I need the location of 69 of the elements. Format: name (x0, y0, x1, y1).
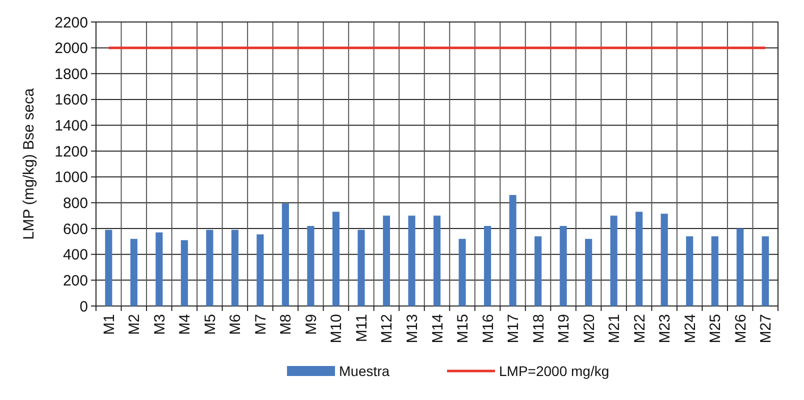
y-tick-label: 1000 (54, 169, 88, 186)
legend-label: LMP=2000 mg/kg (499, 362, 610, 379)
x-tick-label: M14 (429, 314, 446, 344)
x-tick-label: M16 (480, 314, 497, 344)
x-tick-label: M18 (530, 314, 548, 344)
y-tick-label: 200 (62, 272, 88, 290)
x-tick-label: M22 (631, 314, 648, 344)
bar (358, 230, 365, 306)
x-tick-label: M12 (378, 314, 396, 344)
bar (130, 238, 138, 306)
y-tick-label: 1400 (54, 118, 88, 135)
x-tick-label: M23 (656, 314, 674, 344)
x-tick-label: M15 (454, 314, 472, 344)
y-tick-label: 1600 (54, 92, 88, 109)
y-tick-label: 0 (80, 298, 88, 316)
y-tick-label: 800 (62, 194, 88, 212)
bar (585, 238, 592, 306)
y-tick-label: 600 (62, 220, 88, 238)
bar (686, 236, 694, 306)
x-tick-label: M17 (505, 314, 522, 344)
y-tick-label: 1200 (54, 143, 88, 160)
x-tick-label: M24 (682, 314, 699, 344)
y-axis-title: LMP (mg/kg) Bse seca (20, 88, 38, 240)
y-tick-label: 2200 (54, 14, 88, 32)
x-tick-label: M9 (302, 314, 320, 335)
x-tick-label: M13 (404, 314, 421, 344)
bar (156, 232, 163, 306)
bar (180, 240, 188, 306)
bar (231, 230, 238, 306)
x-tick-label: M19 (556, 314, 573, 344)
bar (762, 236, 769, 306)
x-tick-label: M2 (126, 314, 144, 335)
x-tick-label: M21 (606, 314, 624, 344)
bar (206, 230, 214, 306)
x-tick-label: M5 (202, 314, 219, 335)
x-tick-label: M6 (227, 314, 244, 335)
x-tick-label: M25 (707, 314, 724, 344)
bar (382, 216, 390, 306)
x-tick-label: M26 (732, 314, 750, 344)
y-tick-label: 400 (62, 246, 88, 264)
x-tick-label: M20 (580, 314, 598, 344)
bar (636, 212, 643, 306)
bar (433, 216, 441, 306)
x-tick-label: M7 (252, 314, 270, 335)
bar (332, 212, 340, 306)
bar (509, 194, 516, 306)
x-tick-label: M27 (758, 314, 775, 344)
bar (282, 203, 289, 306)
legend-label: Muestra (339, 362, 390, 379)
bar (408, 216, 416, 306)
bar (711, 236, 718, 306)
bar (736, 228, 744, 306)
bar (458, 238, 466, 306)
x-tick-label: M11 (353, 314, 370, 342)
y-tick-label: 2000 (54, 40, 88, 58)
y-tick-label: 1800 (54, 66, 88, 83)
x-tick-label: M10 (328, 314, 346, 344)
x-tick-label: M3 (151, 314, 168, 335)
bar (534, 236, 542, 306)
bar (660, 214, 668, 306)
bar (256, 234, 264, 306)
x-tick-label: M8 (278, 314, 295, 335)
bar (307, 226, 314, 306)
bar (484, 226, 492, 306)
x-tick-label: M4 (176, 314, 194, 335)
bar (560, 226, 567, 306)
x-tick-label: M1 (100, 314, 118, 335)
bar (105, 230, 112, 306)
bar (610, 216, 618, 306)
